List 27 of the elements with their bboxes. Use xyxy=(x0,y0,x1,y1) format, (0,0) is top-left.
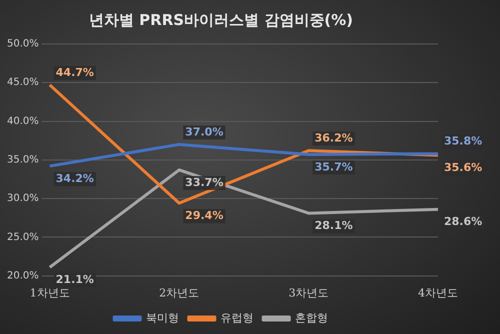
data-label: 37.0% xyxy=(185,125,224,138)
y-tick-label: 35.0% xyxy=(6,154,39,166)
x-tick-label: 1차년도 xyxy=(30,286,70,300)
data-label: 29.4% xyxy=(185,209,224,222)
legend-label: 혼합형 xyxy=(294,311,328,324)
data-label: 34.2% xyxy=(56,172,94,185)
x-tick-label: 2차년도 xyxy=(159,286,200,300)
data-label: 44.7% xyxy=(56,66,94,79)
data-label: 21.1% xyxy=(56,273,94,286)
x-tick-label: 3차년도 xyxy=(288,286,329,300)
data-label: 28.6% xyxy=(444,215,482,228)
data-label: 35.6% xyxy=(444,161,482,174)
data-label: 35.7% xyxy=(314,160,353,174)
data-label: 28.1% xyxy=(314,219,353,232)
x-tick-label: 4차년도 xyxy=(418,286,458,300)
legend-label: 북미형 xyxy=(146,311,179,324)
y-tick-label: 50.0% xyxy=(6,38,39,50)
data-label: 36.2% xyxy=(314,131,353,144)
data-label: 35.8% xyxy=(444,134,482,148)
data-label: 33.7% xyxy=(185,176,224,189)
y-tick-label: 25.0% xyxy=(6,232,39,243)
legend-label: 유럽형 xyxy=(220,311,254,324)
y-tick-label: 45.0% xyxy=(6,77,39,88)
y-tick-label: 30.0% xyxy=(6,193,39,204)
chart-title: 년차별 PRRS바이러스별 감염비중(%) xyxy=(88,10,354,29)
y-tick-label: 40.0% xyxy=(6,116,39,127)
y-tick-label: 20.0% xyxy=(6,270,39,282)
